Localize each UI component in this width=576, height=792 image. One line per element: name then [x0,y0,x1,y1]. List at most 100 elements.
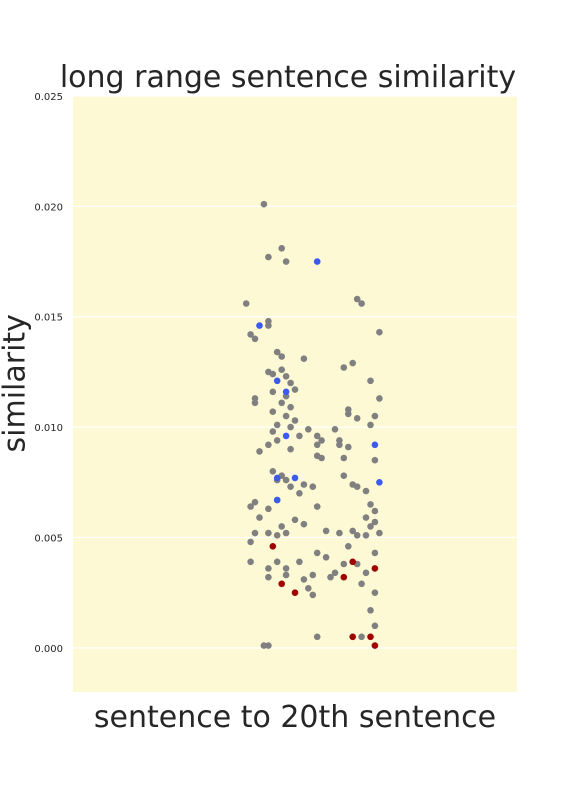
data-point-gray [282,529,290,537]
data-point-gray [251,399,259,407]
data-point-gray [265,642,272,649]
data-point-gray [331,426,339,433]
data-point-gray [273,348,281,356]
data-point-blue [376,479,383,486]
data-point-gray [313,633,321,641]
data-point-gray [353,295,361,303]
data-point-gray [282,565,290,572]
data-point-gray [251,529,259,537]
data-point-gray [371,589,379,596]
y-axis-label: similarity [0,314,33,453]
data-point-gray [287,445,294,453]
data-point-gray [269,388,277,396]
data-point-gray [278,366,286,374]
data-point-gray [256,514,263,521]
y-tick-label: 0.025 [34,92,63,103]
y-tick-label: 0.020 [34,202,63,213]
data-point-red [367,633,374,641]
data-point-red [349,558,357,566]
data-point-gray [282,412,290,420]
data-point-gray [327,573,334,581]
data-point-gray [349,527,357,535]
data-point-blue [313,258,321,265]
data-point-gray [313,503,321,510]
data-point-gray [371,507,379,515]
data-point-gray [269,408,277,416]
data-point-gray [371,549,379,557]
data-point-gray [282,476,290,484]
data-point-gray [291,516,299,524]
data-point-gray [300,520,308,528]
data-point-gray [247,503,254,510]
data-point-gray [349,359,357,367]
data-point-gray [367,607,374,614]
data-point-gray [251,498,259,506]
data-point-gray [362,532,370,539]
data-point-gray [291,386,299,393]
data-point-gray [362,514,370,521]
data-point-gray [309,483,317,491]
data-point-gray [265,322,272,329]
data-point-gray [353,532,361,539]
data-point-gray [309,591,317,599]
data-point-gray [371,622,379,630]
data-point-red [291,589,299,596]
data-point-blue [291,474,299,482]
data-point-gray [305,426,312,433]
data-point-gray [282,373,290,380]
data-point-gray [247,538,254,546]
data-point-gray [278,353,286,360]
data-point-gray [331,569,339,577]
data-point-gray [260,200,268,208]
data-point-gray [296,490,303,497]
data-point-gray [282,571,290,579]
data-point-gray [296,432,303,440]
data-point-gray [367,523,374,530]
data-point-gray [367,421,374,429]
data-point-gray [265,529,272,537]
data-point-gray [265,573,272,581]
data-point-blue [282,432,290,440]
data-point-gray [318,454,325,462]
data-point-gray [376,529,383,537]
data-point-gray [251,335,259,343]
data-point-gray [362,569,370,577]
data-point-red [349,633,357,641]
data-point-gray [300,355,308,363]
data-point-gray [313,549,321,557]
data-point-gray [273,421,281,429]
data-point-gray [345,443,352,451]
data-point-red [340,573,348,581]
data-point-gray [269,370,277,378]
data-point-gray [278,523,286,530]
data-point-gray [265,253,272,261]
data-point-gray [371,518,379,526]
data-point-gray [273,437,281,444]
data-point-gray [358,300,365,307]
data-point-gray [313,441,321,449]
data-point-gray [309,571,317,579]
data-point-gray [371,456,379,464]
data-point-gray [247,331,254,338]
data-point-gray [340,472,348,480]
data-point-gray [265,441,272,449]
data-point-blue [256,322,263,329]
data-point-gray [287,403,294,411]
data-point-gray [265,565,272,572]
data-point-gray [318,437,325,444]
data-point-blue [282,388,290,396]
data-point-gray [247,558,254,566]
data-point-gray [376,328,383,336]
data-point-gray [336,529,343,537]
data-point-gray [345,410,352,418]
data-point-blue [273,496,281,504]
chart-title: long range sentence similarity [59,60,517,95]
y-tick-label: 0.010 [34,423,63,434]
data-point-gray [336,441,343,449]
data-point-gray [376,395,383,402]
data-point-gray [358,580,365,588]
data-point-gray [322,527,330,535]
plot-background [73,96,517,692]
data-point-gray [371,412,379,420]
